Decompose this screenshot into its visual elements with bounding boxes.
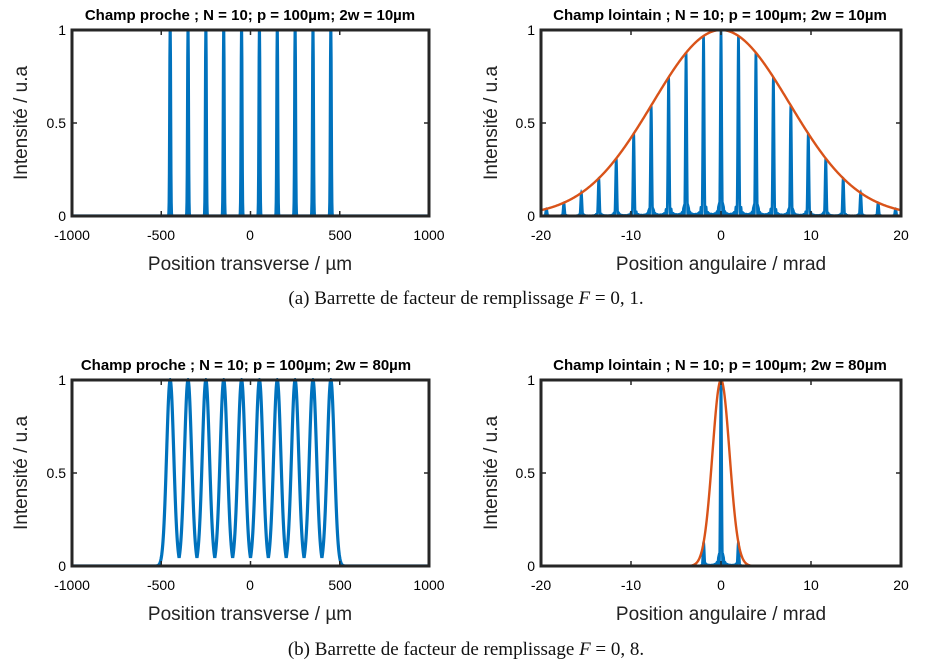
y-tick-label: 1 xyxy=(527,22,535,38)
x-ticks xyxy=(540,30,902,216)
x-tick-label: 0 xyxy=(717,227,725,243)
y-ticks xyxy=(541,29,901,217)
axes-box xyxy=(70,28,431,218)
x-tick-label: 20 xyxy=(893,577,909,593)
x-tick-label: -500 xyxy=(147,227,175,243)
y-ticks xyxy=(72,29,429,217)
x-tick-label: -10 xyxy=(621,577,641,593)
x-tick-label: 1000 xyxy=(413,577,444,593)
far-field-peaks xyxy=(541,379,901,566)
chart-title: Champ proche ; N = 10; p = 100µm; 2w = 1… xyxy=(85,7,415,24)
x-tick-label: -1000 xyxy=(54,227,90,243)
x-tick-label: -20 xyxy=(531,227,551,243)
y-tick-label: 0.5 xyxy=(516,115,536,131)
x-tick-label: 500 xyxy=(328,577,352,593)
chart-title: Champ proche ; N = 10; p = 100µm; 2w = 8… xyxy=(81,357,411,374)
y-tick-label: 0 xyxy=(527,208,535,224)
x-tick-label: -20 xyxy=(531,577,551,593)
chart-near-field-b: Champ proche ; N = 10; p = 100µm; 2w = 8… xyxy=(11,357,445,625)
x-tick-label: -500 xyxy=(147,577,175,593)
x-tick-label: 0 xyxy=(246,577,254,593)
chart-far-field-a: Champ lointain ; N = 10; p = 100µm; 2w =… xyxy=(481,7,909,275)
chart-near-field-a: Champ proche ; N = 10; p = 100µm; 2w = 1… xyxy=(11,7,445,275)
y-tick-label: 0 xyxy=(527,558,535,574)
x-tick-label: -10 xyxy=(621,227,641,243)
y-tick-label: 0 xyxy=(58,208,66,224)
x-tick-label: 20 xyxy=(893,227,909,243)
x-axis-label: Position transverse / µm xyxy=(148,254,352,275)
x-tick-label: 500 xyxy=(328,227,352,243)
y-tick-label: 0.5 xyxy=(47,465,67,481)
x-tick-label: 0 xyxy=(717,577,725,593)
y-axis-label: Intensité / u.a xyxy=(481,416,502,531)
x-ticks xyxy=(540,380,902,566)
y-tick-label: 1 xyxy=(58,372,66,388)
y-tick-label: 0.5 xyxy=(516,465,536,481)
x-tick-label: 0 xyxy=(246,227,254,243)
near-field-profile xyxy=(72,29,429,216)
chart-far-field-b: Champ lointain ; N = 10; p = 100µm; 2w =… xyxy=(481,357,909,625)
caption-b: (b) Barrette de facteur de remplissage F… xyxy=(288,639,644,660)
x-axis-label: Position angulaire / mrad xyxy=(616,604,826,625)
x-tick-label: 10 xyxy=(803,227,819,243)
far-field-peaks xyxy=(541,29,901,216)
x-axis-label: Position transverse / µm xyxy=(148,604,352,625)
x-tick-label: 10 xyxy=(803,577,819,593)
y-ticks xyxy=(72,379,429,567)
y-tick-label: 1 xyxy=(58,22,66,38)
x-axis-label: Position angulaire / mrad xyxy=(616,254,826,275)
plot-area xyxy=(72,29,429,216)
x-tick-label: 1000 xyxy=(413,227,444,243)
plot-area xyxy=(541,28,901,216)
y-axis-label: Intensité / u.a xyxy=(11,66,32,181)
x-tick-label: -1000 xyxy=(54,577,90,593)
y-tick-label: 0.5 xyxy=(47,115,67,131)
plot-area xyxy=(541,378,901,566)
y-tick-label: 1 xyxy=(527,372,535,388)
x-ticks xyxy=(71,30,430,216)
caption-a: (a) Barrette de facteur de remplissage F… xyxy=(288,288,643,309)
axes-box xyxy=(70,378,431,568)
y-axis-label: Intensité / u.a xyxy=(11,416,32,531)
x-ticks xyxy=(71,380,430,566)
y-tick-label: 0 xyxy=(58,558,66,574)
y-axis-label: Intensité / u.a xyxy=(481,66,502,181)
y-ticks xyxy=(541,379,901,567)
plot-area xyxy=(72,378,429,566)
near-field-profile xyxy=(72,378,429,566)
chart-title: Champ lointain ; N = 10; p = 100µm; 2w =… xyxy=(553,7,887,24)
chart-title: Champ lointain ; N = 10; p = 100µm; 2w =… xyxy=(553,357,887,374)
